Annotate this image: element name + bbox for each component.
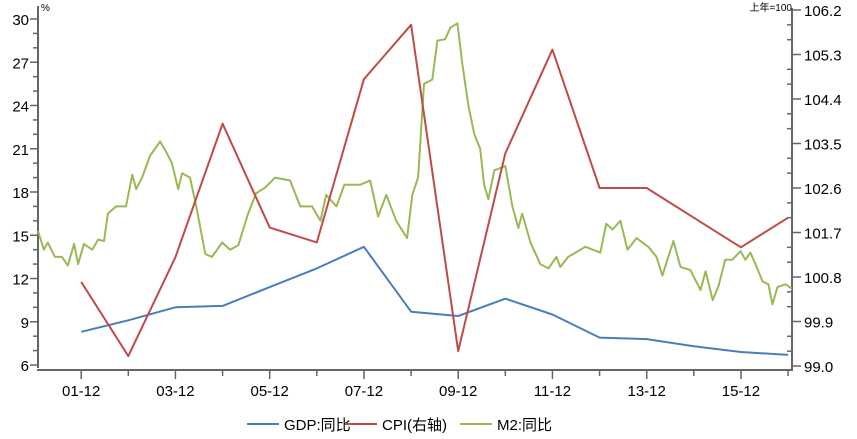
right-tick-label: 103.5: [804, 137, 842, 154]
x-tick-label: 15-12: [722, 383, 760, 400]
x-tick-label: 05-12: [251, 383, 289, 400]
series-line-cpi: [80, 23, 789, 358]
legend: GDP:同比 CPI(右轴) M2:同比: [247, 417, 552, 434]
right-tick-label: 99.9: [804, 315, 833, 332]
left-tick-label: 15: [12, 228, 29, 245]
left-axis-unit: %: [41, 3, 50, 14]
right-axis-unit: 上年=100: [749, 1, 792, 14]
x-tick-label: 09-12: [439, 383, 477, 400]
series-line-m2: [37, 22, 793, 306]
left-tick-label: 9: [21, 315, 29, 332]
series-layer: [37, 22, 793, 358]
right-tick-label: 106.2: [804, 3, 842, 20]
left-tick-label: 27: [12, 55, 29, 72]
left-tick-label: 24: [12, 99, 29, 116]
legend-label: GDP:同比: [284, 417, 351, 434]
right-tick-label: 102.6: [804, 181, 842, 198]
legend-label: CPI(右轴): [382, 417, 447, 434]
right-tick-label: 100.8: [804, 270, 842, 287]
left-tick-label: 6: [21, 358, 29, 375]
right-tick-label: 104.4: [804, 92, 842, 109]
x-tick-label: 07-12: [345, 383, 383, 400]
right-tick-label: 101.7: [804, 226, 842, 243]
x-tick-label: 03-12: [156, 383, 194, 400]
x-tick-label: 13-12: [628, 383, 666, 400]
series-line-gdp: [80, 245, 789, 356]
x-tick-label: 11-12: [534, 383, 571, 400]
right-tick-label: 105.3: [804, 48, 842, 65]
legend-label: M2:同比: [497, 417, 552, 434]
left-tick-label: 30: [12, 12, 29, 29]
left-tick-label: 21: [12, 142, 29, 159]
left-tick-label: 12: [12, 272, 29, 289]
left-tick-label: 18: [12, 185, 29, 202]
right-tick-label: 99.0: [804, 359, 833, 376]
axes: 6 9 12 15 18 21 24 27 30 99.0 99.9 100.8 101.7 102.6 1…: [12, 3, 841, 400]
x-tick-label: 01-12: [62, 383, 100, 400]
